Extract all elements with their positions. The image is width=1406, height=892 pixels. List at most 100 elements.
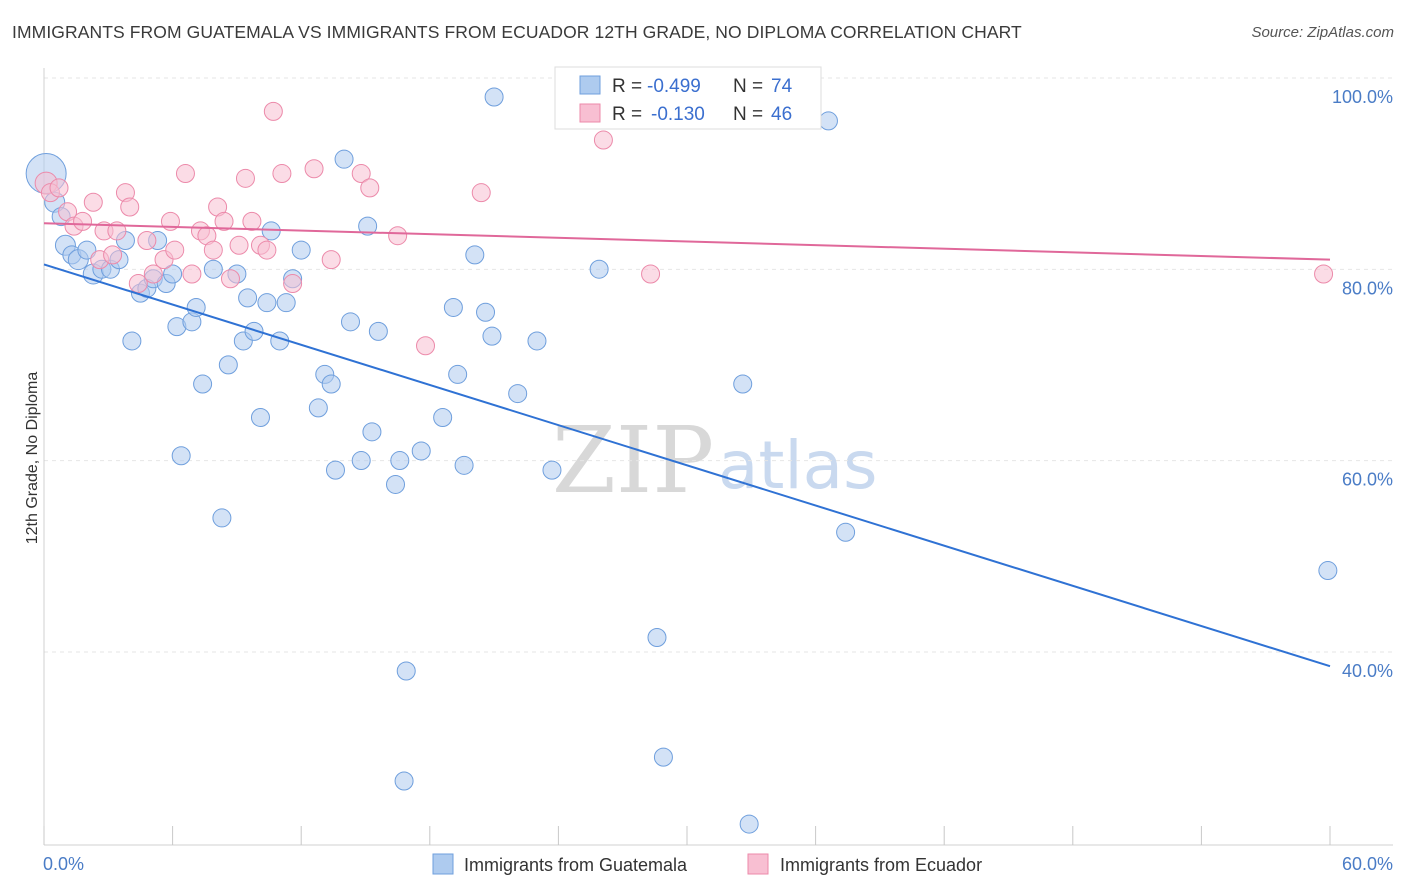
point-ecuador [83,192,103,212]
point-ecuador [103,245,123,265]
point-guatemala [390,451,410,471]
point-guatemala [122,331,142,351]
watermark-atlas: atlas [718,427,878,504]
point-guatemala [527,331,547,351]
y-tick-labels: 100.0% 80.0% 60.0% 40.0% [1332,87,1393,681]
point-guatemala [836,522,856,542]
point-ecuador [263,101,283,121]
data-points [25,87,1338,834]
point-guatemala [238,288,258,308]
point-ecuador [593,130,613,150]
point-guatemala [454,455,474,475]
x-ticks [43,826,1331,845]
point-ecuador [120,197,140,217]
trend-line-ecuador [43,222,1331,261]
point-guatemala [77,240,97,260]
point-ecuador [214,211,234,231]
point-ecuador [203,240,223,260]
legend-r-value-2: -0.130 [651,104,705,125]
point-guatemala [589,259,609,279]
point-guatemala [394,771,414,791]
point-guatemala [448,364,468,384]
legend-n-label-2: N = [733,104,763,125]
point-guatemala [291,240,311,260]
point-ecuador [283,274,303,294]
point-ecuador [128,274,148,294]
point-guatemala [739,814,759,834]
point-ecuador [235,168,255,188]
point-ecuador [388,226,408,246]
point-ecuador [137,231,157,250]
point-guatemala [482,326,502,346]
point-guatemala [163,264,183,284]
gridlines [44,77,1393,653]
point-guatemala [203,259,223,279]
point-guatemala [411,441,431,461]
point-guatemala [250,407,270,427]
legend-n-value-2: 46 [771,104,792,125]
point-ecuador [416,336,436,356]
bottom-legend: Immigrants from Guatemala Immigrants fro… [432,853,982,875]
point-guatemala [508,384,528,404]
point-guatemala [818,111,838,131]
point-ecuador [272,164,292,184]
point-guatemala [308,398,328,418]
y-tick-label: 80.0% [1342,278,1393,298]
point-guatemala [386,474,406,494]
x-tick-label-min: 0.0% [43,854,84,874]
point-ecuador [143,264,163,284]
legend-swatch-guatemala [579,75,601,95]
point-guatemala [257,293,277,313]
chart-title: IMMIGRANTS FROM GUATEMALA VS IMMIGRANTS … [12,22,1022,42]
point-guatemala [325,460,345,480]
legend-n-label-1: N = [733,76,763,97]
point-ecuador [165,240,185,260]
point-guatemala [212,508,232,528]
legend-box: R = -0.499 N = 74 R = -0.130 N = 46 [554,66,822,130]
point-ecuador [321,250,341,270]
point-guatemala [351,451,371,471]
watermark-zip: ZIP [552,407,714,514]
point-guatemala [321,374,341,394]
point-ecuador [182,264,202,284]
point-guatemala [647,628,667,648]
point-guatemala [465,245,485,265]
point-guatemala [218,355,238,375]
legend-r-value-1: -0.499 [647,76,701,97]
y-axis-label: 12th Grade, No Diploma [24,372,41,545]
point-guatemala [396,661,416,681]
point-guatemala [368,321,388,341]
point-guatemala [186,297,206,317]
legend-r-label-2: R = [612,104,642,125]
point-guatemala [476,302,496,322]
legend-n-value-1: 74 [771,76,793,97]
x-tick-label-max: 60.0% [1342,854,1393,874]
bottom-legend-label-guatemala: Immigrants from Guatemala [464,855,688,875]
trend-line-guatemala [43,263,1331,668]
bottom-legend-label-ecuador: Immigrants from Ecuador [780,855,982,875]
point-ecuador [1314,264,1334,284]
point-ecuador [304,159,324,179]
chart-source: Source: ZipAtlas.com [1251,24,1394,41]
point-guatemala [1318,561,1338,581]
point-guatemala [358,216,378,236]
point-guatemala [276,293,296,313]
point-ecuador [49,178,69,198]
bottom-legend-swatch-ecuador [747,853,769,875]
point-ecuador [360,178,380,198]
point-ecuador [257,240,277,260]
point-guatemala [193,374,213,394]
point-ecuador [641,264,661,284]
y-tick-label: 60.0% [1342,470,1393,490]
point-guatemala [362,422,382,442]
point-guatemala [653,747,673,767]
point-ecuador [242,211,262,231]
point-guatemala [484,87,504,107]
point-ecuador [73,211,93,231]
point-guatemala [340,312,360,332]
point-guatemala [244,321,264,341]
point-ecuador [220,269,240,289]
point-guatemala [334,149,354,169]
y-tick-label: 40.0% [1342,661,1393,681]
